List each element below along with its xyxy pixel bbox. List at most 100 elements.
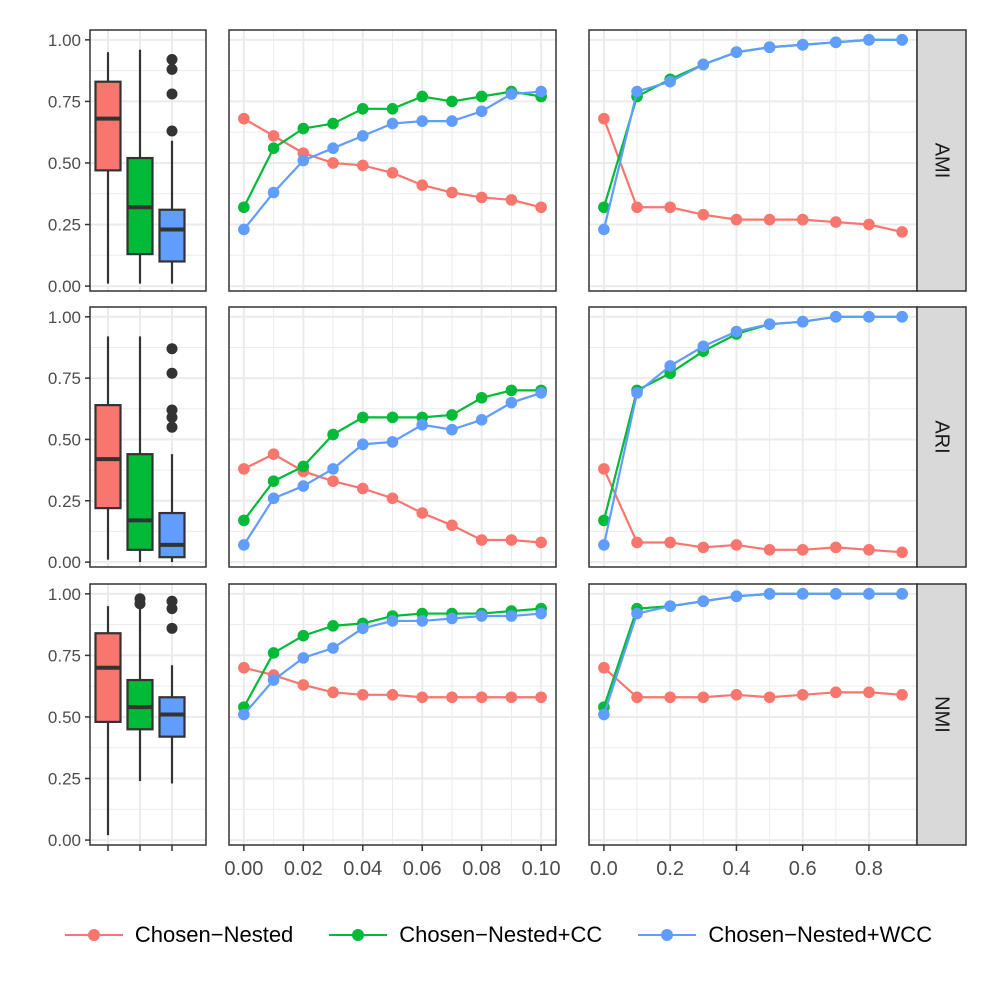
line-panel-border-panel1-nmi [228,583,557,846]
facet-strip-label-ari: ARI [931,420,953,453]
boxplot-outlier-ami-chosen-nested-wcc [166,54,178,66]
data-point-chosen-nested-wcc-panel2-nmi [863,588,875,600]
data-point-chosen-nested-wcc-panel1-ari [535,387,547,399]
data-point-chosen-nested-wcc-panel1-ami [505,88,518,100]
data-point-chosen-nested-panel2-ari [896,546,908,559]
boxplot-outlier-nmi-chosen-nested-wcc [166,622,178,634]
y-tick-label-nmi: 1.00 [48,585,81,604]
boxplot-outlier-ami-chosen-nested-wcc [166,88,178,100]
boxplot-outlier-ami-chosen-nested-wcc [166,63,178,75]
data-point-chosen-nested-cc-panel1-ari [446,409,458,421]
data-point-chosen-nested-wcc-panel2-ami [697,58,710,71]
x-tick-label-panel1: 0.02 [284,858,323,880]
series-line-chosen-nested-panel2-ami [602,118,903,233]
data-point-chosen-nested-panel1-ami [238,112,250,125]
data-point-chosen-nested-wcc-panel2-ami [830,36,842,49]
boxplot-box-nmi-chosen-nested-wcc [158,696,186,738]
series-line-chosen-nested-wcc-panel2-ari [602,315,903,546]
data-point-chosen-nested-wcc-panel1-ami [475,105,488,118]
data-point-chosen-nested-panel2-ari [730,539,743,551]
data-point-chosen-nested-wcc-panel1-ami [267,186,280,199]
data-point-chosen-nested-cc-panel1-ari [475,391,488,404]
boxplot-panel-border-nmi [89,583,207,846]
data-point-chosen-nested-panel1-ami [327,157,339,169]
data-point-chosen-nested-wcc-panel1-nmi [505,610,518,622]
data-point-chosen-nested-cc-panel1-ami [327,117,339,130]
data-point-chosen-nested-wcc-panel1-ari [327,463,339,475]
x-tick-label-panel1: 0.06 [403,858,442,880]
data-point-chosen-nested-wcc-panel1-nmi [297,652,310,664]
x-tick-label-panel2: 0.8 [855,858,883,880]
line-panel-bg-panel2-ari [589,307,917,567]
data-point-chosen-nested-panel2-nmi [664,691,676,704]
data-point-chosen-nested-wcc-panel2-ari [863,311,875,323]
data-point-chosen-nested-panel2-ari [697,541,710,554]
data-point-chosen-nested-panel1-ari [327,475,339,487]
data-point-chosen-nested-panel2-ami [664,201,676,214]
data-point-chosen-nested-panel2-nmi [730,689,743,701]
data-point-chosen-nested-panel1-ami [416,179,429,191]
data-point-chosen-nested-panel2-nmi [763,691,776,704]
legend-key-chosen-nested-wcc [638,929,697,941]
data-point-chosen-nested-wcc-panel1-ari [356,438,369,451]
data-point-chosen-nested-panel1-ami [386,167,399,179]
data-point-chosen-nested-wcc-panel2-ami [863,34,875,46]
x-tick-label-panel1: 0.04 [343,858,382,880]
data-point-chosen-nested-panel2-ari [830,541,842,554]
facet-strip-label-nmi: NMI [931,696,953,733]
x-tick-label-panel1: 0.10 [522,858,561,880]
boxplot-outlier-ari-chosen-nested-wcc [166,343,178,355]
data-point-chosen-nested-wcc-panel1-ari [475,414,488,426]
legend-label-chosen-nested: Chosen−Nested [134,922,294,947]
data-point-chosen-nested-panel2-ami [830,216,842,228]
data-point-chosen-nested-panel1-ami [267,130,280,142]
data-point-chosen-nested-panel1-ari [535,536,547,549]
boxplot-outlier-nmi-chosen-nested-wcc [166,595,178,607]
data-point-chosen-nested-wcc-panel1-ami [416,115,429,127]
data-point-chosen-nested-wcc-panel1-nmi [475,610,488,622]
data-point-chosen-nested-panel1-ari [505,534,518,546]
data-point-chosen-nested-panel1-nmi [386,689,399,701]
x-tick-label-panel2: 0.0 [590,858,618,880]
data-point-chosen-nested-panel1-nmi [446,691,458,704]
data-point-chosen-nested-panel2-nmi [697,691,710,704]
legend-item-chosen-nested-wcc: Chosen−Nested+WCC [638,922,932,948]
facet-strip-label-ami: AMI [931,143,953,179]
data-point-chosen-nested-wcc-panel1-ami [356,130,369,142]
data-point-chosen-nested-wcc-panel2-ami [796,38,809,51]
facet-strip-ami [916,29,967,292]
facet-strip-ari [916,306,967,568]
data-point-chosen-nested-wcc-panel2-ari [763,318,776,330]
data-point-chosen-nested-wcc-panel1-nmi [238,708,250,721]
data-point-chosen-nested-wcc-panel1-ari [386,436,399,448]
data-point-chosen-nested-panel2-ari [631,536,643,549]
data-point-chosen-nested-wcc-panel2-nmi [796,588,809,600]
data-point-chosen-nested-panel2-nmi [796,689,809,701]
data-point-chosen-nested-panel1-ami [475,191,488,204]
data-point-chosen-nested-panel1-ami [535,201,547,214]
data-point-chosen-nested-panel1-ari [446,519,458,532]
legend-item-chosen-nested-cc: Chosen−Nested+CC [329,922,602,948]
data-point-chosen-nested-cc-panel1-nmi [297,629,310,642]
boxplot-box-nmi-chosen-nested [94,632,122,723]
x-tick-label-panel1: 0.08 [462,858,501,880]
data-point-chosen-nested-panel1-nmi [416,691,429,704]
series-line-chosen-nested-panel2-nmi [603,666,903,699]
data-point-chosen-nested-wcc-panel2-ami [598,223,610,236]
data-point-chosen-nested-panel1-ari [238,463,250,475]
y-tick-label-nmi: 0.75 [48,646,81,665]
data-point-chosen-nested-wcc-panel1-ami [535,85,547,98]
data-point-chosen-nested-wcc-panel2-ari [598,539,610,551]
data-point-chosen-nested-panel2-ari [664,536,676,549]
data-point-chosen-nested-cc-panel1-ami [267,142,280,154]
data-point-chosen-nested-panel2-nmi [631,691,643,704]
boxplot-panel-border-ari [89,306,207,568]
boxplot-box-ami-chosen-nested [94,80,122,172]
legend-label-chosen-nested-cc: Chosen−Nested+CC [399,922,603,947]
data-point-chosen-nested-panel2-ari [863,544,875,556]
y-tick-label-ami: 0.25 [48,216,81,235]
data-point-chosen-nested-cc-panel1-ari [356,411,369,424]
data-point-chosen-nested-panel2-ami [763,213,776,226]
x-tick-label-panel2: 0.4 [723,858,751,880]
